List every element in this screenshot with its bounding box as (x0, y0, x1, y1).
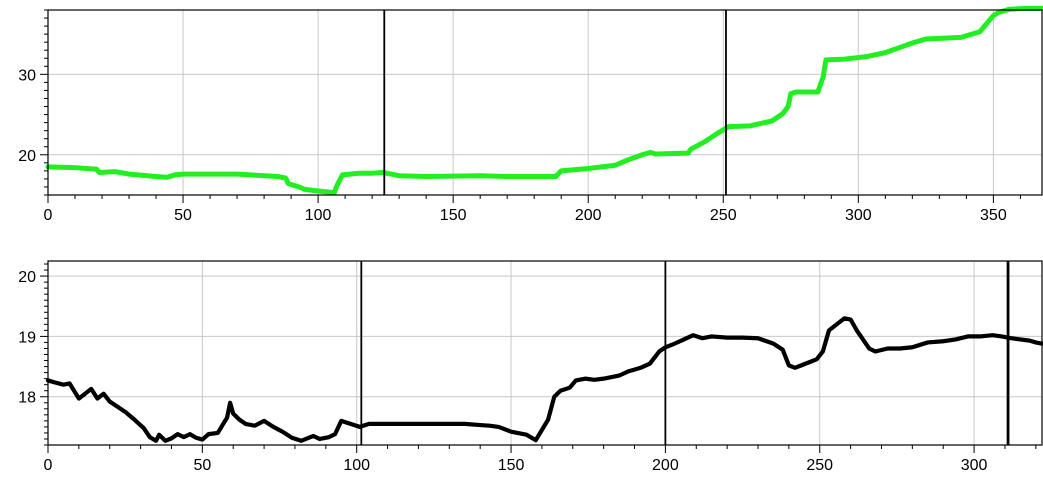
series-line-1 (45, 5, 1043, 196)
x-tick-label: 50 (193, 457, 211, 474)
x-tick-label: 350 (980, 207, 1007, 224)
x-tick-label: 100 (305, 207, 332, 224)
x-tick-label: 100 (343, 457, 370, 474)
y-tick-label: 20 (18, 269, 36, 286)
plot-frame (47, 9, 1043, 196)
chart-1: 0 50 100 150 200 250 300 350 20 30 (18, 5, 1043, 224)
x-tick-label: 300 (961, 457, 988, 474)
chart-2: 0 50 100 150 200 250 300 18 19 20 (18, 260, 1043, 474)
x-tick-label: 0 (44, 207, 53, 224)
x-tick-label: 250 (710, 207, 737, 224)
y-tick-label: 20 (18, 148, 36, 165)
x-tick-label: 300 (845, 207, 872, 224)
x-tick-label: 200 (652, 457, 679, 474)
y-tick-label: 19 (18, 329, 36, 346)
x-tick-label: 150 (498, 457, 525, 474)
x-tick-label: 200 (575, 207, 602, 224)
plot-frame (47, 260, 1043, 446)
x-tick-label: 50 (174, 207, 192, 224)
y-tick-label: 30 (18, 67, 36, 84)
y-tick-label: 18 (18, 390, 36, 407)
x-tick-label: 0 (44, 457, 53, 474)
x-tick-label: 150 (440, 207, 467, 224)
series-line-1 (45, 316, 1043, 443)
x-tick-label: 250 (806, 457, 833, 474)
